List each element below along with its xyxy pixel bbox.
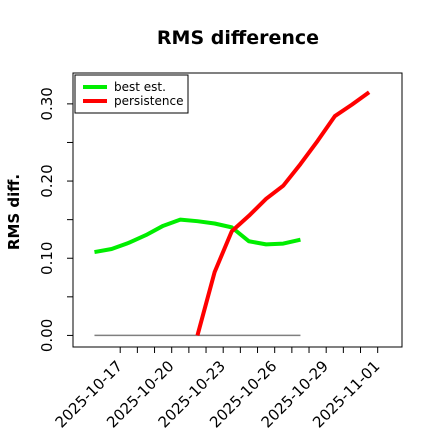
- y-axis: 0.00 0.10 0.20 0.30: [38, 87, 73, 352]
- y-tick-label: 0.20: [38, 164, 56, 197]
- y-tick-label: 0.30: [38, 87, 56, 120]
- y-axis-label: RMS diff.: [5, 174, 23, 250]
- x-axis: 2025-10-172025-10-202025-10-232025-10-26…: [52, 347, 384, 431]
- y-tick-label: 0.10: [38, 242, 56, 275]
- plot-frame: [72, 72, 403, 348]
- chart-title: RMS difference: [157, 27, 319, 49]
- y-tick-label: 0.00: [38, 319, 56, 352]
- legend-label: persistence: [114, 94, 183, 108]
- series-layer: [94, 90, 371, 337]
- legend-label: best est.: [114, 80, 166, 94]
- legend: best est.persistence: [74, 74, 189, 114]
- legend-box: [74, 74, 189, 114]
- series-line-persistence: [195, 90, 371, 336]
- series-line-best-est: [94, 217, 301, 255]
